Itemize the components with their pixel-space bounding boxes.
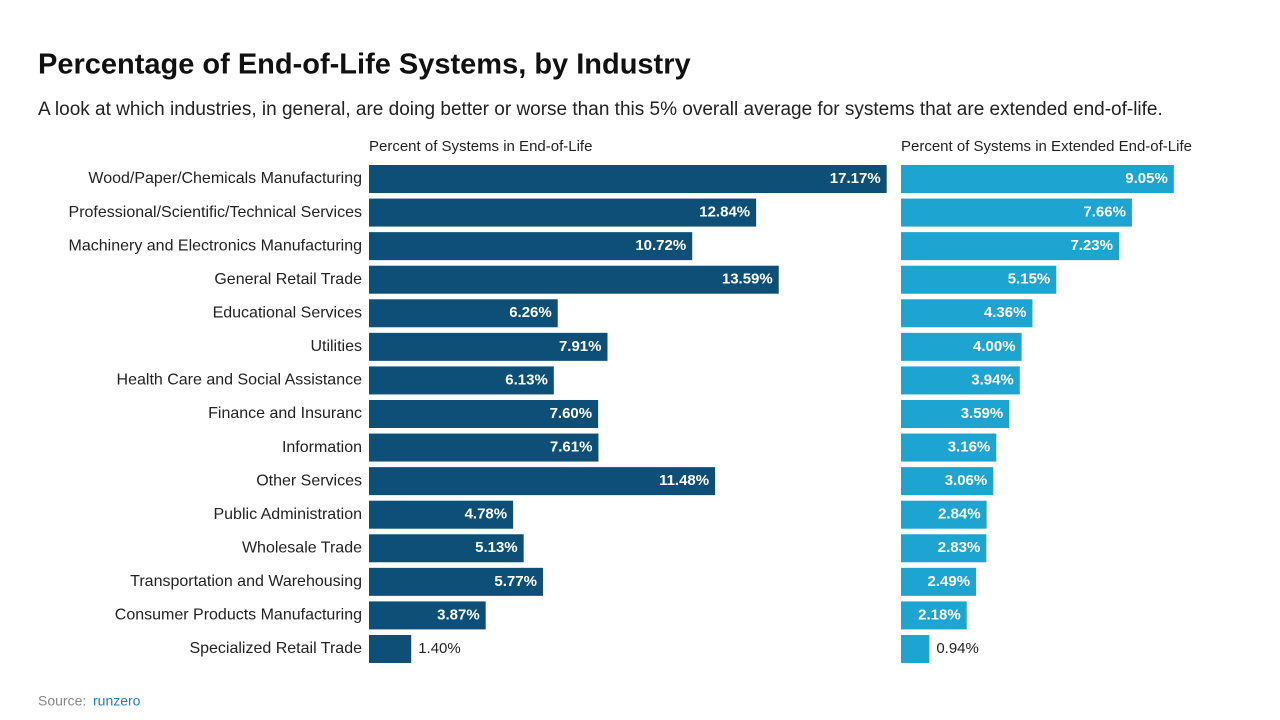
category-label: Wholesale Trade — [242, 539, 362, 556]
value-label: 5.15% — [1008, 271, 1051, 288]
bar — [369, 500, 514, 529]
source[interactable]: runzero — [93, 693, 141, 709]
bar — [369, 232, 693, 261]
value-label: 7.61% — [550, 439, 593, 456]
value-label: 6.26% — [509, 304, 552, 321]
value-label: 2.49% — [928, 573, 971, 590]
bar — [369, 601, 486, 630]
value-label: 4.78% — [465, 506, 508, 523]
value-label: 7.23% — [1070, 237, 1113, 254]
value-label: 9.05% — [1125, 170, 1168, 187]
panel-header: Percent of Systems in End-of-Life — [369, 138, 592, 155]
bar — [901, 534, 987, 563]
bar — [369, 299, 558, 328]
bar — [901, 198, 1132, 227]
bar — [369, 534, 524, 563]
bar — [369, 366, 554, 395]
category-label: Specialized Retail Trade — [189, 640, 362, 657]
bar — [369, 332, 608, 361]
category-label: Wood/Paper/Chemicals Manufacturing — [88, 170, 362, 187]
bar — [901, 366, 1020, 395]
bar — [369, 567, 543, 596]
bar — [901, 500, 987, 529]
category-label: Other Services — [256, 472, 362, 489]
bar — [369, 399, 599, 428]
bar — [369, 467, 716, 496]
value-label: 0.94% — [936, 640, 979, 657]
bar — [901, 433, 997, 462]
value-label: 7.66% — [1083, 204, 1126, 221]
value-label: 3.06% — [945, 472, 988, 489]
chart-title: Percentage of End-of-Life Systems, by In… — [38, 49, 691, 81]
value-label: 3.94% — [971, 371, 1014, 388]
category-label: Finance and Insuranc — [208, 405, 362, 422]
category-label: Utilities — [310, 338, 362, 355]
source-label: Source: — [38, 693, 86, 709]
bar — [901, 567, 977, 596]
category-label: Health Care and Social Assistance — [117, 372, 363, 389]
value-label: 7.91% — [559, 338, 602, 355]
bar — [369, 433, 599, 462]
bar — [901, 332, 1022, 361]
bar — [901, 232, 1119, 261]
category-label: General Retail Trade — [214, 271, 362, 288]
value-label: 4.36% — [984, 304, 1027, 321]
category-label: Transportation and Warehousing — [130, 573, 362, 590]
value-label: 2.84% — [938, 506, 981, 523]
value-label: 12.84% — [699, 204, 750, 221]
value-label: 4.00% — [973, 338, 1016, 355]
value-label: 1.40% — [418, 640, 461, 657]
category-label: Consumer Products Manufacturing — [115, 607, 362, 624]
value-label: 13.59% — [722, 271, 773, 288]
bar — [369, 634, 412, 663]
bar — [901, 467, 994, 496]
bar — [901, 601, 967, 630]
panel-header: Percent of Systems in Extended End-of-Li… — [901, 138, 1192, 155]
value-label: 3.16% — [948, 439, 991, 456]
bar — [901, 165, 1174, 193]
chart-subtitle: A look at which industries, in general, … — [38, 99, 1163, 120]
value-label: 2.83% — [938, 539, 981, 556]
category-label: Professional/Scientific/Technical Servic… — [69, 204, 362, 221]
bar — [369, 265, 779, 294]
category-label: Information — [282, 439, 362, 456]
value-label: 2.18% — [918, 606, 961, 623]
bar — [901, 399, 1010, 428]
bar — [901, 634, 930, 663]
bar — [369, 198, 757, 227]
bar — [901, 265, 1057, 294]
value-label: 11.48% — [659, 472, 709, 489]
bar — [369, 165, 887, 193]
value-label: 3.59% — [961, 405, 1004, 422]
category-label: Public Administration — [213, 506, 362, 523]
value-label: 6.13% — [505, 371, 548, 388]
bar — [901, 299, 1033, 328]
value-label: 17.17% — [830, 170, 881, 187]
value-label: 5.13% — [475, 539, 518, 556]
value-label: 7.60% — [550, 405, 593, 422]
category-label: Machinery and Electronics Manufacturing — [69, 237, 362, 254]
value-label: 10.72% — [635, 237, 686, 254]
value-label: 3.87% — [437, 606, 480, 623]
category-label: Educational Services — [213, 304, 362, 321]
value-label: 5.77% — [494, 573, 537, 590]
